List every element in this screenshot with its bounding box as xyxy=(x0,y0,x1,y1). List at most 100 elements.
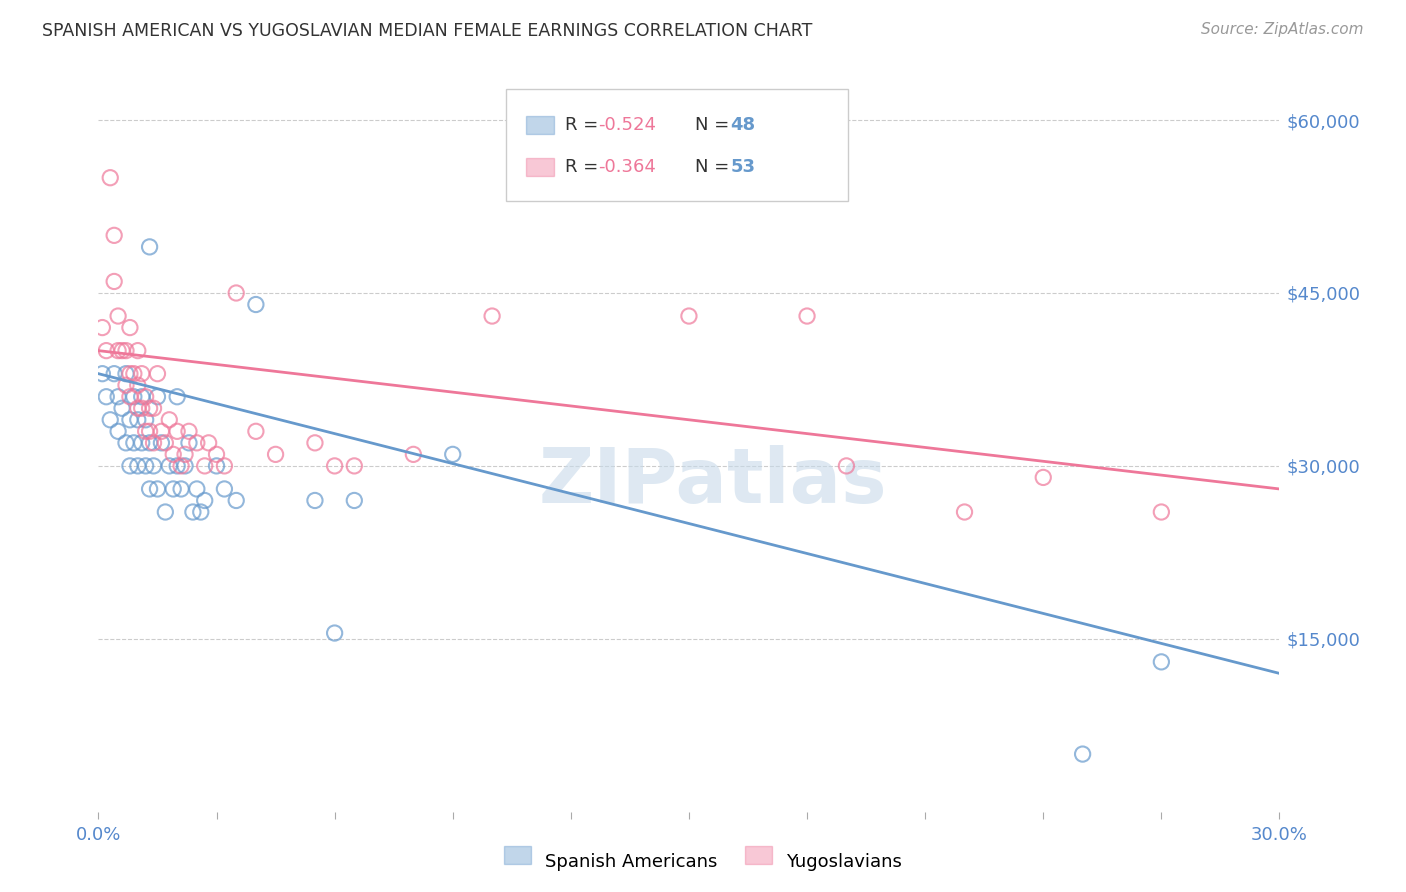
Point xyxy=(150,435,173,450)
Point xyxy=(155,505,177,519)
Point xyxy=(190,505,212,519)
Point xyxy=(118,320,141,334)
Point xyxy=(157,413,180,427)
Point xyxy=(122,367,145,381)
Point xyxy=(98,413,121,427)
Point xyxy=(194,458,217,473)
Point xyxy=(205,447,228,461)
Point xyxy=(122,435,145,450)
Text: SPANISH AMERICAN VS YUGOSLAVIAN MEDIAN FEMALE EARNINGS CORRELATION CHART: SPANISH AMERICAN VS YUGOSLAVIAN MEDIAN F… xyxy=(42,22,813,40)
Point xyxy=(107,343,129,358)
Point xyxy=(127,378,149,392)
Point xyxy=(135,390,157,404)
Point xyxy=(118,367,141,381)
Point xyxy=(181,505,204,519)
Point xyxy=(441,447,464,461)
Text: -0.524: -0.524 xyxy=(598,116,657,134)
Point xyxy=(115,367,138,381)
Point xyxy=(194,493,217,508)
Point xyxy=(118,413,141,427)
Point xyxy=(304,493,326,508)
Point xyxy=(170,482,193,496)
Point xyxy=(166,458,188,473)
Point xyxy=(1032,470,1054,484)
Legend: Spanish Americans, Yugoslavians: Spanish Americans, Yugoslavians xyxy=(496,845,910,879)
Point xyxy=(481,309,503,323)
Point xyxy=(96,390,118,404)
Point xyxy=(138,401,160,416)
Point xyxy=(142,458,165,473)
FancyBboxPatch shape xyxy=(526,116,554,134)
Point xyxy=(107,390,129,404)
Point xyxy=(157,458,180,473)
Point xyxy=(127,401,149,416)
Point xyxy=(186,482,208,496)
Point xyxy=(245,297,267,311)
Point xyxy=(98,170,121,185)
Point xyxy=(177,425,200,439)
Point xyxy=(1071,747,1094,761)
Point xyxy=(127,413,149,427)
Point xyxy=(138,240,160,254)
Point xyxy=(138,482,160,496)
Point xyxy=(174,447,197,461)
Point xyxy=(150,425,173,439)
Point xyxy=(186,435,208,450)
Text: -0.364: -0.364 xyxy=(598,159,655,177)
Text: Source: ZipAtlas.com: Source: ZipAtlas.com xyxy=(1201,22,1364,37)
Point xyxy=(115,378,138,392)
Text: N =: N = xyxy=(695,159,735,177)
Point xyxy=(205,458,228,473)
Point xyxy=(127,458,149,473)
Point xyxy=(146,367,169,381)
Point xyxy=(103,275,125,289)
Text: R =: R = xyxy=(565,159,605,177)
Point xyxy=(122,390,145,404)
Point xyxy=(115,343,138,358)
Point xyxy=(835,458,858,473)
Point xyxy=(131,401,153,416)
Point xyxy=(166,425,188,439)
Point xyxy=(131,435,153,450)
Text: N =: N = xyxy=(695,116,735,134)
Point xyxy=(142,401,165,416)
Point xyxy=(225,285,247,300)
Point xyxy=(131,390,153,404)
Point xyxy=(343,493,366,508)
Point xyxy=(166,390,188,404)
Point xyxy=(343,458,366,473)
FancyBboxPatch shape xyxy=(506,88,848,201)
Point xyxy=(96,343,118,358)
FancyBboxPatch shape xyxy=(526,159,554,177)
Point xyxy=(225,493,247,508)
Point xyxy=(135,425,157,439)
Point xyxy=(131,367,153,381)
Text: R =: R = xyxy=(565,116,605,134)
Text: ZIPatlas: ZIPatlas xyxy=(538,445,887,519)
Point xyxy=(197,435,219,450)
Text: 48: 48 xyxy=(730,116,755,134)
Point xyxy=(1150,505,1173,519)
Point xyxy=(214,482,236,496)
Point xyxy=(115,435,138,450)
Point xyxy=(155,435,177,450)
Point xyxy=(107,309,129,323)
Point xyxy=(796,309,818,323)
Point xyxy=(177,435,200,450)
Text: 53: 53 xyxy=(730,159,755,177)
Point xyxy=(142,435,165,450)
Point xyxy=(264,447,287,461)
Point xyxy=(323,458,346,473)
Point xyxy=(103,228,125,243)
Point xyxy=(678,309,700,323)
Point xyxy=(174,458,197,473)
Point xyxy=(127,343,149,358)
Point xyxy=(304,435,326,450)
Point xyxy=(91,367,114,381)
Point xyxy=(135,413,157,427)
Point xyxy=(323,626,346,640)
Point xyxy=(146,482,169,496)
Point xyxy=(111,401,134,416)
Point xyxy=(111,343,134,358)
Point xyxy=(107,425,129,439)
